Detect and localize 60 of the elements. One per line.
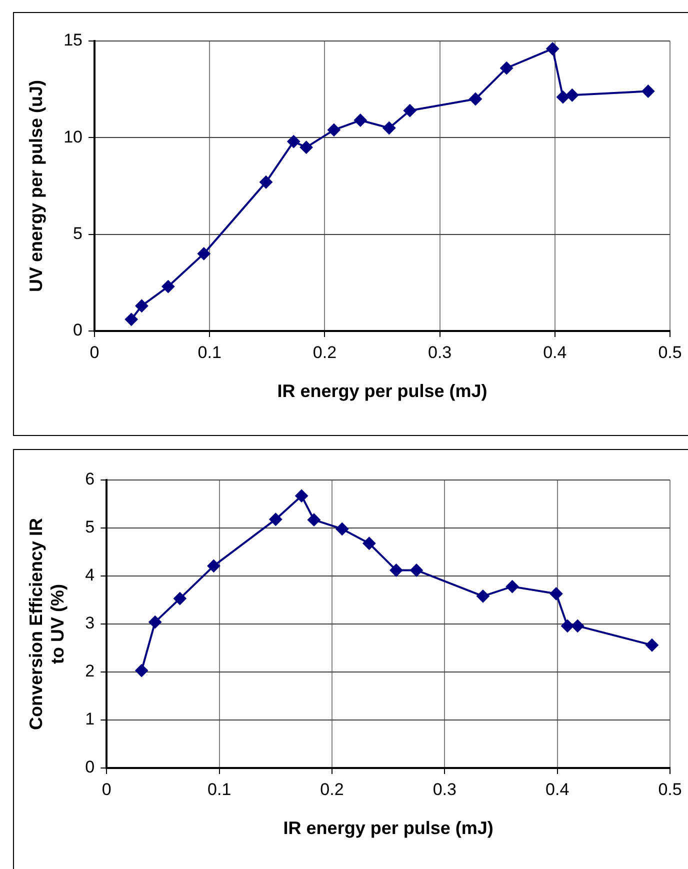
x-axis-title: IR energy per pulse (mJ) [283, 818, 494, 838]
x-tick-label: 0.2 [320, 780, 344, 799]
point [307, 513, 320, 526]
point [410, 564, 423, 577]
point [546, 42, 560, 56]
point [173, 592, 186, 606]
point [468, 92, 482, 106]
point [300, 140, 313, 154]
point [476, 590, 490, 603]
point [207, 559, 220, 572]
y-tick-label: 2 [85, 662, 95, 681]
point [642, 84, 655, 98]
point [135, 664, 148, 678]
x-tick-label: 0.2 [312, 342, 337, 362]
point [382, 122, 396, 134]
point [362, 536, 376, 550]
point [295, 489, 308, 502]
point [645, 638, 658, 652]
y-tick-label: 15 [64, 30, 83, 50]
x-tick-label: 0.4 [546, 780, 570, 799]
x-tick-label: 0.3 [428, 342, 452, 362]
point [327, 123, 340, 136]
point [162, 280, 175, 294]
point [197, 247, 210, 260]
point [135, 299, 148, 312]
point [260, 176, 273, 189]
y-tick-label: 4 [85, 566, 95, 585]
y-tick-label: 1 [85, 710, 95, 729]
y-axis-title: Conversion Efficiency IR to UV (%) [26, 518, 68, 730]
x-tick-label: 0 [102, 780, 112, 799]
x-tick-label: 0.1 [198, 342, 222, 362]
y-tick-label: 5 [73, 224, 83, 244]
x-tick-label: 0.4 [543, 342, 567, 362]
point [566, 88, 579, 102]
point [571, 619, 584, 632]
point [403, 104, 416, 118]
y-tick-label: 10 [64, 127, 83, 146]
point [148, 616, 162, 629]
x-tick-label: 0.3 [432, 780, 456, 799]
point [506, 580, 519, 594]
y-tick-label: 0 [73, 320, 83, 340]
y-axis-title: UV energy per pulse (uJ) [26, 80, 46, 292]
x-tick-label: 0.5 [658, 342, 682, 362]
y-tick-label: 3 [85, 614, 95, 633]
point [124, 312, 138, 326]
point [390, 564, 403, 577]
point [550, 587, 563, 600]
point [269, 512, 282, 526]
point [287, 135, 300, 148]
point [336, 522, 349, 536]
y-tick-label: 0 [85, 758, 95, 777]
point [354, 114, 367, 127]
x-tick-label: 0.1 [208, 780, 232, 799]
point [556, 90, 570, 104]
point [500, 62, 514, 75]
y-tick-label: 5 [85, 518, 95, 537]
y-tick-label: 6 [85, 470, 95, 489]
x-axis-title: IR energy per pulse (mJ) [277, 381, 488, 402]
point [560, 619, 574, 632]
x-tick-label: 0.5 [658, 780, 682, 799]
